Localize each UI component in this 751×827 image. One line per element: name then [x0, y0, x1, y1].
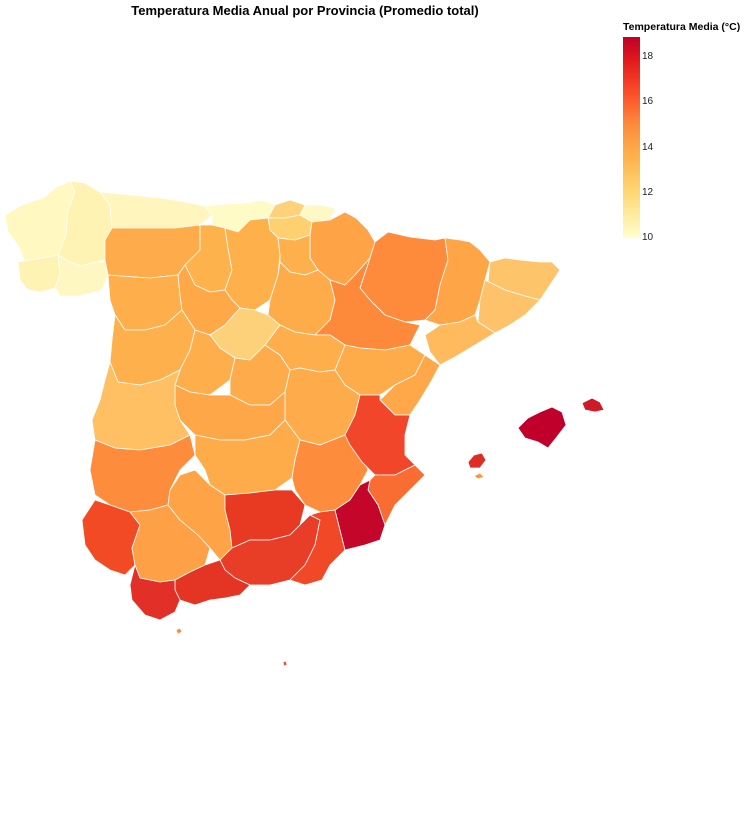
province-cadiz[interactable] [129, 564, 181, 621]
legend-tick-label: 14 [642, 142, 654, 153]
legend-tick-label: 18 [642, 51, 654, 62]
province-tarragona[interactable] [424, 314, 496, 366]
province-menorca[interactable] [581, 397, 605, 413]
province-valencia[interactable] [344, 394, 416, 476]
province-ibiza[interactable] [467, 452, 487, 469]
province-malaga[interactable] [174, 559, 251, 606]
legend-tick [640, 57, 644, 58]
legend-tick [640, 148, 644, 149]
province-mallorca[interactable] [517, 406, 567, 449]
legend-title: Temperatura Media (°C) [623, 21, 741, 33]
province-ourense[interactable] [54, 254, 109, 297]
legend-tick [640, 193, 644, 194]
legend-tick [640, 102, 644, 103]
province-huelva[interactable] [81, 499, 141, 576]
province-murcia[interactable] [334, 479, 386, 551]
province-ceuta[interactable] [175, 627, 183, 635]
province-zaragoza[interactable] [314, 257, 421, 351]
legend-tick-label: 12 [642, 187, 654, 198]
province-barcelona[interactable] [477, 279, 541, 334]
province-melilla[interactable] [282, 660, 288, 667]
legend-tick [640, 238, 644, 239]
province-formentera[interactable] [473, 472, 485, 480]
legend-tick-label: 10 [642, 232, 654, 243]
province-asturias[interactable] [99, 191, 213, 229]
province-guadalajara[interactable] [264, 324, 346, 373]
legend-colorbar [623, 37, 640, 238]
province-pontevedra[interactable] [17, 254, 61, 293]
map-title: Temperatura Media Anual por Provincia (P… [131, 3, 479, 18]
legend-tick-label: 16 [642, 96, 654, 107]
